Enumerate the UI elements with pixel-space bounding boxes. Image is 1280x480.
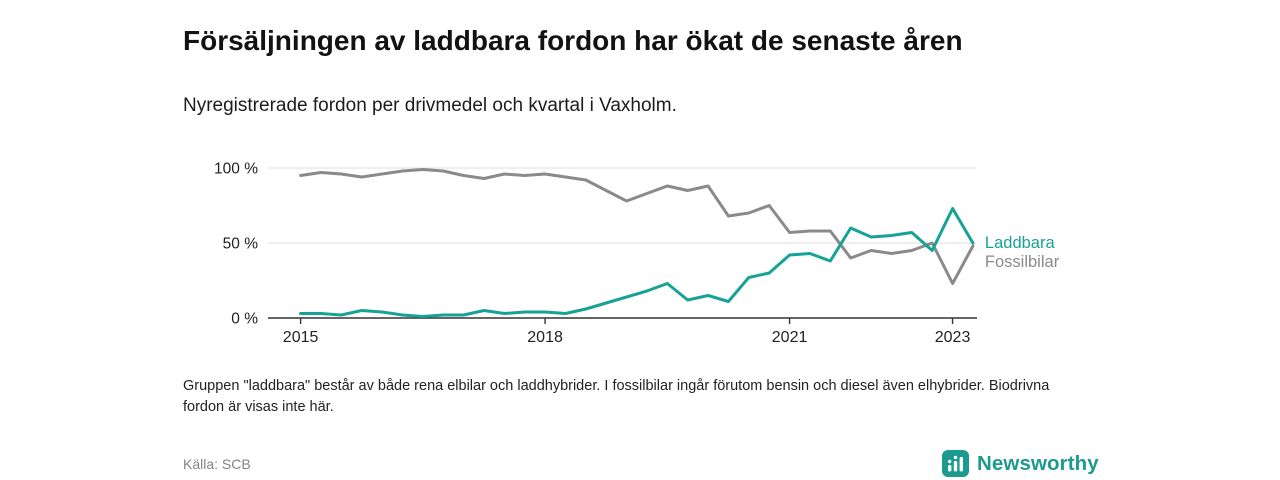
x-tick-label: 2015 xyxy=(283,329,319,346)
newsworthy-logo: Newsworthy xyxy=(942,450,1099,477)
y-tick-label: 0 % xyxy=(231,311,258,328)
newsworthy-logo-text: Newsworthy xyxy=(977,451,1099,475)
x-tick-label: 2023 xyxy=(935,329,971,346)
y-tick-label: 50 % xyxy=(223,236,259,253)
y-tick-label: 100 % xyxy=(214,161,258,178)
line-chart-svg: 2015 2018 2021 2023 0 % 50 % 100 % LaddbaraFoss… xyxy=(214,161,1060,347)
series-label-laddbara: Laddbara xyxy=(985,234,1056,252)
chart-footnote: Gruppen "laddbara" består av både rena e… xyxy=(183,378,1050,416)
series-line-laddbara xyxy=(299,207,975,318)
chart-title: Försäljningen av laddbara fordon har öka… xyxy=(183,24,963,56)
line-chart: 2015 2018 2021 2023 0 % 50 % 100 % Laddbara Foss… xyxy=(180,148,1100,363)
chart-subtitle: Nyregistrerade fordon per drivmedel och … xyxy=(183,95,677,116)
x-tick-label: 2018 xyxy=(527,329,563,346)
x-tick-label: 2021 xyxy=(772,329,808,346)
series-label-fossilbilar: Fossilbilar xyxy=(985,253,1060,271)
newsworthy-logo-icon xyxy=(942,450,969,477)
series-line-fossilbilar xyxy=(299,168,975,285)
source-attribution: Källa: SCB xyxy=(183,456,251,472)
